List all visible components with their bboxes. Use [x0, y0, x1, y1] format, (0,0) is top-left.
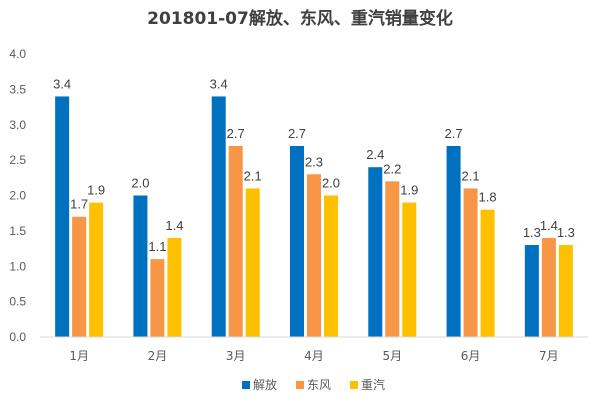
data-label: 1.9 — [87, 183, 105, 198]
data-label: 2.7 — [227, 126, 245, 141]
y-tick-label: 0.5 — [9, 295, 26, 309]
x-tick-label: 4月 — [304, 349, 324, 363]
bar-重汽 — [245, 188, 260, 337]
legend-swatch — [296, 381, 304, 389]
data-label: 1.1 — [148, 239, 166, 254]
bar-东风 — [541, 237, 556, 337]
bar-解放 — [211, 96, 226, 337]
y-tick-label: 2.5 — [9, 153, 26, 167]
data-label: 2.1 — [462, 168, 480, 183]
data-label: 2.0 — [131, 176, 149, 191]
x-tick-label: 3月 — [226, 349, 246, 363]
y-tick-label: 4.0 — [9, 47, 26, 61]
bar-东风 — [150, 259, 165, 337]
legend-label: 解放 — [253, 377, 277, 392]
bar-重汽 — [167, 237, 182, 337]
bar-解放 — [368, 167, 383, 337]
data-label: 1.4 — [540, 218, 558, 233]
data-label: 1.9 — [400, 183, 418, 198]
data-label: 2.7 — [445, 126, 463, 141]
bar-东风 — [463, 188, 478, 337]
bar-解放 — [133, 195, 148, 337]
bar-解放 — [290, 145, 304, 337]
bar-解放 — [55, 96, 70, 337]
x-tick-label: 7月 — [539, 349, 559, 363]
bar-东风 — [72, 216, 87, 337]
legend-label: 重汽 — [361, 377, 385, 392]
data-label: 1.3 — [557, 225, 575, 240]
bar-重汽 — [89, 202, 104, 337]
data-label: 1.3 — [523, 225, 541, 240]
data-label: 2.4 — [366, 147, 384, 162]
legend: 解放 东风 重汽 — [242, 377, 385, 392]
y-tick-label: 3.0 — [9, 118, 26, 132]
bar-东风 — [307, 174, 321, 337]
bar-解放 — [524, 245, 539, 337]
bar-重汽 — [480, 209, 495, 337]
data-label: 1.7 — [70, 197, 88, 212]
data-label: 3.4 — [210, 76, 228, 91]
legend-swatch — [242, 381, 250, 389]
data-label: 1.4 — [165, 218, 183, 233]
chart-title: 201801-07解放、东风、重汽销量变化 — [147, 8, 453, 29]
bar-重汽 — [402, 202, 417, 337]
x-tick-label: 6月 — [461, 349, 481, 363]
bar-重汽 — [324, 195, 338, 337]
y-tick-label: 0.0 — [9, 330, 26, 344]
y-tick-label: 2.0 — [9, 189, 26, 203]
data-label: 2.2 — [383, 161, 401, 176]
bar-重汽 — [558, 245, 573, 337]
plot-area: 3.41.71.9 2.01.11.43.42.72.12.72.32.02.42… — [53, 76, 575, 337]
data-label: 1.8 — [479, 190, 497, 205]
bar-东风 — [385, 181, 400, 337]
y-tick-label: 1.5 — [9, 224, 26, 238]
y-tick-label: 1.0 — [9, 259, 26, 273]
y-axis: 0.0 0.5 1.0 1.5 2.0 2.5 3.0 3.5 4.0 — [9, 47, 26, 344]
bar-东风 — [228, 145, 243, 337]
legend-swatch — [350, 381, 358, 389]
data-label: 2.3 — [305, 154, 323, 169]
y-tick-label: 3.5 — [9, 82, 26, 96]
bar-解放 — [446, 145, 461, 337]
data-label: 2.7 — [288, 126, 306, 141]
data-label: 2.0 — [322, 176, 340, 191]
x-tick-label: 2月 — [148, 349, 168, 363]
data-label: 2.1 — [244, 168, 262, 183]
x-tick-label: 5月 — [382, 349, 402, 363]
legend-label: 东风 — [307, 378, 331, 392]
x-axis: 1月 2月 3月 4月 5月 6月 7月 — [69, 349, 558, 363]
x-tick-label: 1月 — [69, 349, 89, 363]
data-label: 3.4 — [53, 76, 71, 91]
